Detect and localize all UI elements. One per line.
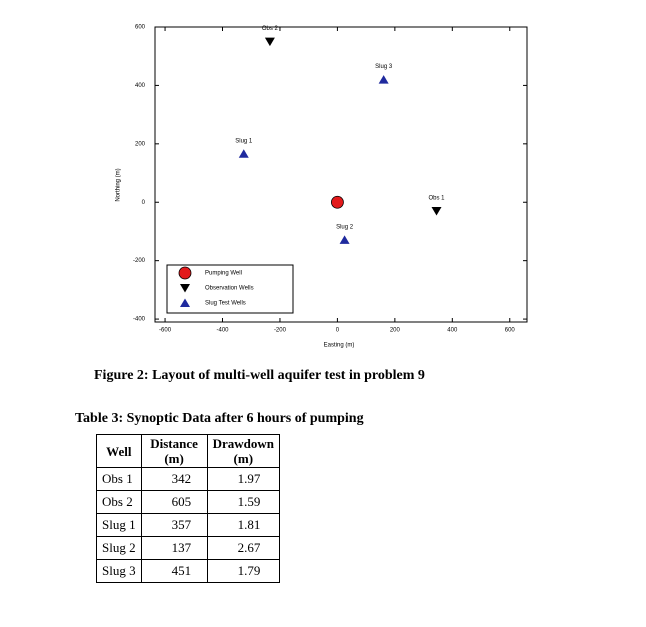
table-cell: 1.79 [206, 559, 281, 583]
y-tick-label: -200 [133, 258, 146, 264]
table-row: Slug 3 451 1.79 [96, 559, 281, 583]
x-tick-label: -400 [216, 328, 229, 334]
legend-label: Pumping Well [205, 271, 242, 277]
table-cell: Obs 2 [96, 490, 142, 514]
data-point [339, 235, 350, 244]
x-tick-label: -200 [274, 328, 287, 334]
table-header: Distance (m) [140, 434, 208, 468]
table-header: Well [96, 434, 142, 468]
y-tick-label: 600 [135, 25, 146, 31]
x-tick-label: 200 [390, 328, 401, 334]
table-cell: 1.97 [206, 467, 281, 491]
legend-marker [180, 298, 190, 307]
y-tick-label: 0 [142, 200, 146, 206]
table-cell: 1.81 [206, 513, 281, 537]
x-tick-label: 600 [505, 328, 516, 334]
table-row: Slug 2 137 2.67 [96, 536, 281, 560]
figure-caption: Figure 2: Layout of multi-well aquifer t… [94, 368, 425, 383]
point-label: Slug 3 [375, 64, 393, 70]
table-cell: 605 [140, 490, 208, 514]
table-header: Drawdown (m) [206, 434, 281, 468]
table-row: Slug 1 357 1.81 [96, 513, 281, 537]
plot-frame [154, 26, 528, 323]
y-tick-label: 200 [135, 141, 146, 147]
x-tick-label: -600 [159, 328, 172, 334]
y-tick-label: -400 [133, 317, 146, 323]
data-point [331, 195, 344, 209]
chart: Easting (m) Northing (m) -600 -400 -200 0 20… [116, 25, 528, 349]
table-title: Table 3: Synoptic Data after 6 hours of … [75, 411, 364, 426]
point-label: Obs 2 [262, 26, 279, 32]
table-cell: 357 [140, 513, 208, 537]
point-label: Obs 1 [429, 196, 446, 202]
table-cell: 451 [140, 559, 208, 583]
data-point [264, 37, 275, 47]
y-tick-label: 400 [135, 83, 146, 89]
legend-label: Observation Wells [205, 286, 254, 292]
legend-marker [178, 266, 192, 280]
table-cell: Slug 3 [96, 559, 142, 583]
x-tick-label: 0 [336, 328, 340, 334]
data-point [431, 207, 442, 216]
table-cell: Slug 1 [96, 513, 142, 537]
data-table: Well Distance (m) Drawdown (m) Obs 1 342 1.97… [96, 434, 281, 583]
data-point [238, 149, 249, 158]
legend-label: Slug Test Wells [205, 301, 246, 307]
table-cell: 342 [140, 467, 208, 491]
table-cell: 2.67 [206, 536, 281, 560]
point-label: Slug 1 [235, 138, 253, 144]
x-axis-label: Easting (m) [324, 343, 355, 349]
x-tick-label: 400 [447, 328, 458, 334]
y-axis-label: Northing (m) [116, 168, 122, 201]
table-cell: Slug 2 [96, 536, 142, 560]
legend-marker [180, 284, 190, 293]
table-cell: 137 [140, 536, 208, 560]
table-row: Obs 2 605 1.59 [96, 490, 281, 514]
data-point [378, 75, 389, 84]
table-row: Obs 1 342 1.97 [96, 467, 281, 491]
table-cell: Obs 1 [96, 467, 142, 491]
table-cell: 1.59 [206, 490, 281, 514]
point-label: Slug 2 [336, 225, 354, 231]
